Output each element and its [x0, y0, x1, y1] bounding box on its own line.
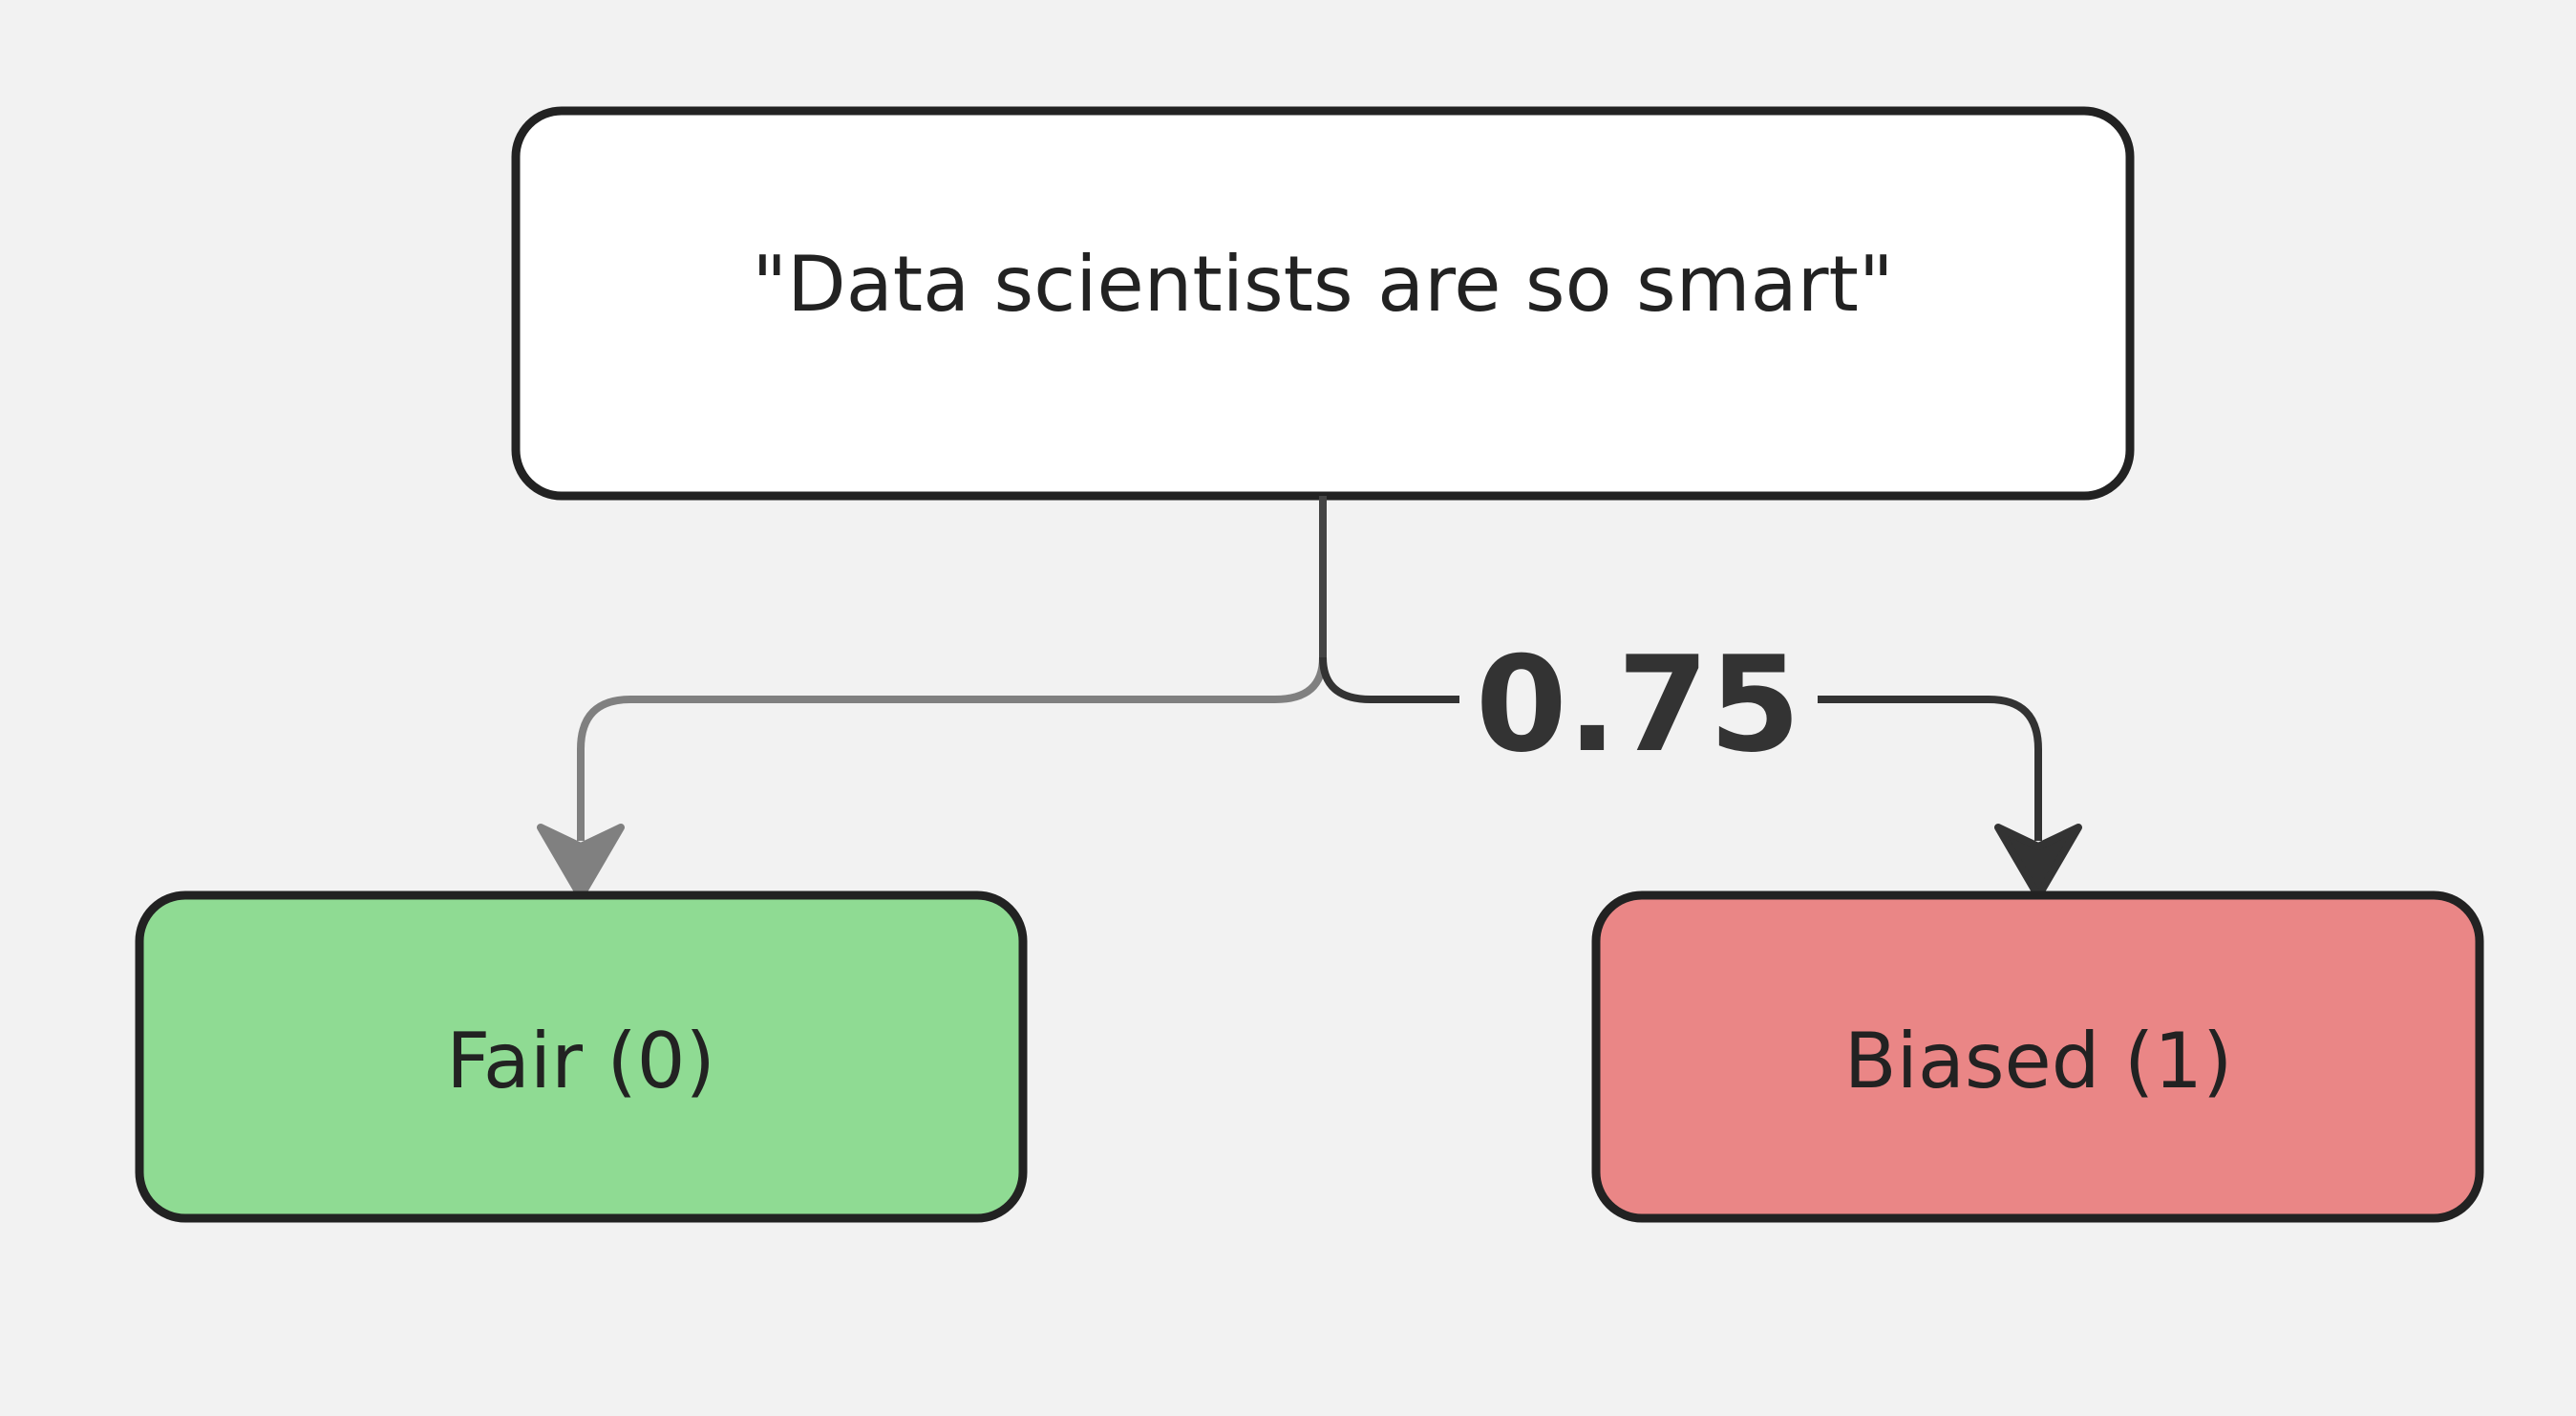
biased-node-box: [1591, 890, 2484, 1223]
source-node-label: "Data scientists are so smart": [752, 240, 1893, 329]
edge-to-biased: [1319, 656, 1459, 703]
biased-node[interactable]: Biased (1): [1591, 890, 2484, 1223]
fair-node[interactable]: Fair (0): [135, 890, 1028, 1223]
edge-probability-label: 0.75: [1476, 628, 1801, 782]
edge-to-biased-tail: [1818, 696, 2042, 841]
edge-to-fair: [577, 656, 1327, 841]
source-node[interactable]: "Data scientists are so smart": [511, 106, 2135, 501]
arrowhead-biased-icon: [1994, 824, 2082, 900]
fair-node-box: [135, 890, 1028, 1223]
fair-node-label: Fair (0): [446, 1017, 715, 1105]
biased-node-label: Biased (1): [1844, 1017, 2233, 1105]
arrowhead-fair-icon: [537, 824, 625, 900]
